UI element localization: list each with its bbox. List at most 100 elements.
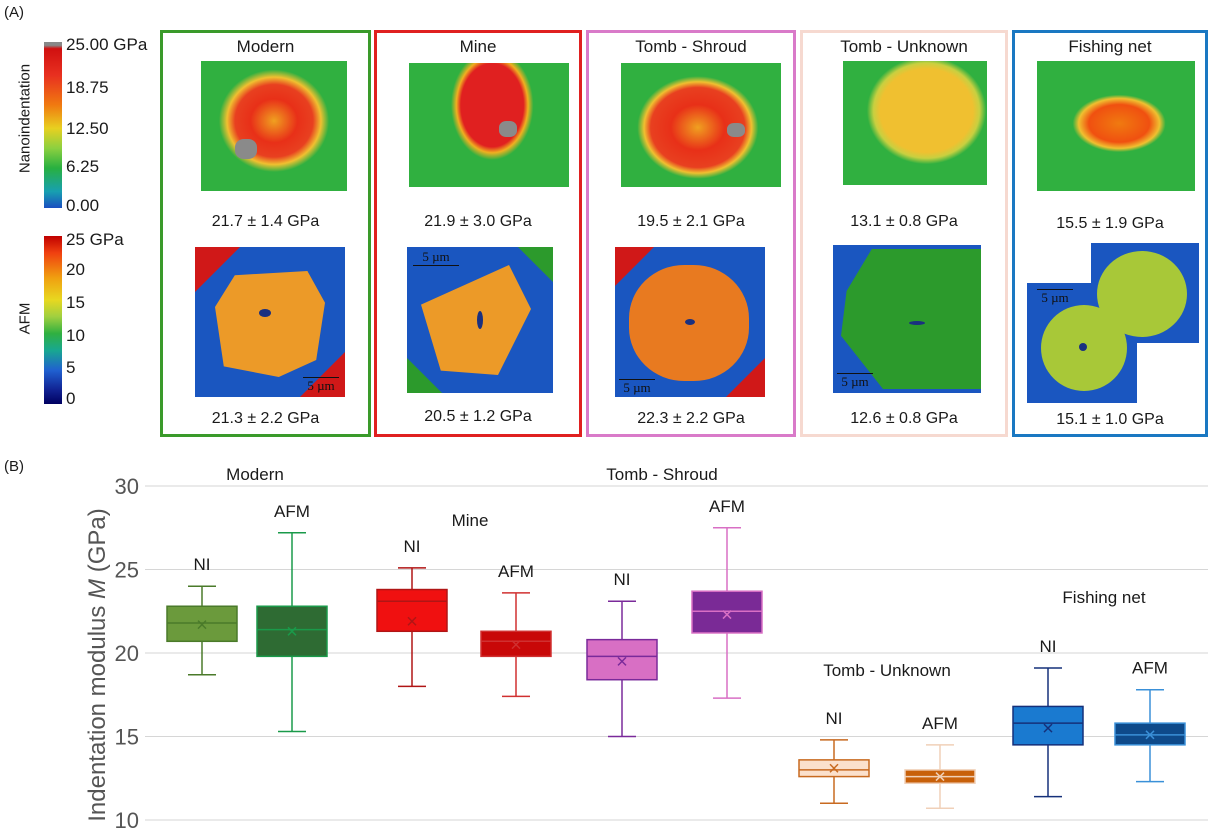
mean-marker [197, 620, 207, 630]
sample-panel-mine: Mine 21.9 ± 3.0 GPa 5 µm 20.5 ± 1.2 GPa [374, 30, 582, 437]
afm-colorbar-gradient [44, 236, 62, 404]
box-afm: AFM [691, 497, 763, 699]
afm-map [1027, 243, 1199, 403]
group-label: Tomb - Shroud [606, 465, 718, 484]
sample-panel-fishing-net: Fishing net 15.5 ± 1.9 GPa 5 µm 15.1 ± 1… [1012, 30, 1208, 437]
iqr-box [691, 590, 763, 634]
afm-map [615, 247, 765, 397]
ni-modulus-value: 19.5 ± 2.1 GPa [637, 213, 745, 230]
group-label: Modern [226, 465, 284, 484]
boxes: NI AFM NI AFM NI AFM NI AFM NI AFM [166, 497, 1186, 810]
box-label: NI [1040, 637, 1057, 656]
nanoindentation-map [843, 61, 987, 185]
afm-tick: 15 [66, 293, 85, 312]
ni-tick: 0.00 [66, 196, 100, 215]
scale-bar: 5 µm [837, 373, 873, 390]
scale-bar: 5 µm [413, 249, 459, 266]
ni-tick: 25.00 GPa [66, 35, 148, 54]
nanoindentation-map [201, 61, 347, 191]
y-tick-label: 15 [115, 725, 139, 750]
scale-bar: 5 µm [619, 379, 655, 396]
afm-modulus-value: 21.3 ± 2.2 GPa [211, 410, 320, 427]
afm-tick: 20 [66, 260, 85, 279]
sample-panel-tomb-shroud: Tomb - Shroud 19.5 ± 2.1 GPa 5 µm 22.3 ±… [586, 30, 796, 437]
afm-modulus-value: 20.5 ± 1.2 GPa [424, 408, 532, 425]
box-label: AFM [274, 502, 310, 521]
lumen [909, 321, 925, 325]
y-axis-label: Indentation modulus M (GPa) [84, 508, 111, 822]
box-afm: AFM [480, 562, 552, 698]
box-label: NI [614, 570, 631, 589]
sample-panel-tomb-unknown: Tomb - Unknown 13.1 ± 0.8 GPa 5 µm 12.6 … [800, 30, 1008, 437]
box-ni: NI [1012, 637, 1084, 798]
sample-title: Tomb - Unknown [840, 37, 968, 56]
box-plot: 10 15 20 25 30 Indentation modulus M (GPa) N… [84, 465, 1208, 830]
sample-title: Modern [236, 37, 295, 56]
y-tick-label: 30 [115, 474, 139, 499]
missing-indent-patch [235, 139, 257, 159]
box-afm: AFM [256, 502, 328, 733]
scale-bar: 5 µm [303, 377, 339, 394]
afm-map [833, 245, 981, 393]
mean-marker [1145, 730, 1155, 740]
mean-marker [407, 616, 417, 626]
box-label: AFM [709, 497, 745, 516]
ni-tick: 6.25 [66, 157, 100, 176]
box-label: NI [826, 709, 843, 728]
afm-tick: 5 [66, 358, 76, 377]
missing-indent-patch [499, 121, 517, 137]
afm-tick: 10 [66, 326, 85, 345]
afm-colorbar-title: AFM [16, 302, 34, 335]
panel-a-label: (A) [4, 4, 24, 21]
ni-colorbar-title: Nanoindentation [16, 63, 34, 174]
box-ni: NI [166, 555, 238, 676]
ni-tick: 18.75 [66, 78, 109, 97]
ni-modulus-value: 21.7 ± 1.4 GPa [211, 213, 320, 230]
lumen [685, 319, 695, 325]
box-afm: AFM [904, 714, 976, 810]
mean-marker [511, 640, 521, 650]
lumen [259, 309, 271, 317]
iqr-box [1012, 705, 1084, 746]
panel-b-label: (B) [4, 458, 24, 475]
ni-modulus-value: 13.1 ± 0.8 GPa [850, 213, 958, 230]
y-tick-label: 25 [115, 558, 139, 583]
ni-tick: 12.50 [66, 119, 109, 138]
mean-marker [722, 610, 732, 620]
box-label: NI [404, 537, 421, 556]
y-tick-label: 10 [115, 808, 139, 830]
afm-modulus-value: 12.6 ± 0.8 GPa [850, 410, 958, 427]
nanoindentation-map [409, 63, 569, 187]
box-ni: NI [798, 709, 870, 805]
lumen [477, 311, 483, 329]
lumen [1079, 343, 1087, 351]
mean-marker [1043, 723, 1053, 733]
afm-tick: 25 GPa [66, 230, 124, 249]
box-ni: NI [586, 570, 658, 738]
nanoindentation-colorbar-gradient [44, 42, 62, 208]
mean-marker [617, 656, 627, 666]
sample-title: Mine [459, 37, 497, 56]
iqr-box [586, 638, 658, 681]
box-afm: AFM [1114, 659, 1186, 783]
group-label: Mine [452, 511, 489, 530]
nanoindentation-map [1037, 61, 1195, 191]
group-labels: Modern Mine Tomb - Shroud Tomb - Unknown Fis… [226, 465, 1146, 680]
box-label: AFM [498, 562, 534, 581]
mean-marker [287, 626, 297, 636]
ni-modulus-value: 15.5 ± 1.9 GPa [1056, 215, 1164, 232]
afm-map [407, 247, 553, 393]
afm-modulus-value: 22.3 ± 2.2 GPa [637, 410, 745, 427]
fiber-cross-section [215, 271, 325, 377]
box-label: AFM [922, 714, 958, 733]
group-label: Tomb - Unknown [823, 661, 951, 680]
scale-bar: 5 µm [1037, 289, 1073, 306]
y-tick-label: 20 [115, 641, 139, 666]
box-ni: NI [376, 537, 448, 688]
mean-marker [935, 772, 945, 782]
afm-modulus-value: 15.1 ± 1.0 GPa [1056, 411, 1164, 428]
afm-tick: 0 [66, 389, 76, 408]
afm-map [195, 247, 345, 397]
box-label: AFM [1132, 659, 1168, 678]
missing-indent-patch [727, 123, 745, 137]
